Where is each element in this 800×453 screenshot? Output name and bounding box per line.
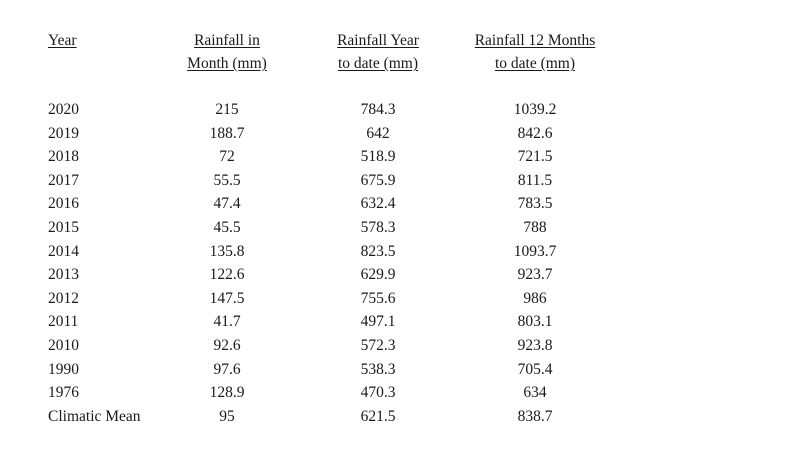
cell-rainfall-12m: 923.8: [517, 336, 553, 354]
cell-year: 2014: [48, 242, 79, 260]
table-row: 2010 92.6 572.3 923.8: [0, 334, 800, 358]
cell-rainfall-ytd: 823.5: [360, 242, 396, 260]
table-row: 2016 47.4 632.4 783.5: [0, 192, 800, 216]
cell-rainfall-12m: 721.5: [517, 148, 553, 166]
cell-rainfall-month: 92.6: [213, 336, 241, 354]
cell-rainfall-ytd: 632.4: [360, 195, 396, 213]
cell-rainfall-ytd: 470.3: [360, 384, 396, 402]
cell-rainfall-12m: 803.1: [517, 313, 553, 331]
cell-year: 2018: [48, 148, 79, 166]
cell-rainfall-ytd: 621.5: [360, 407, 396, 425]
cell-rainfall-12m: 986: [523, 289, 547, 307]
header-rainfall-12m-line1: Rainfall 12 Months: [474, 32, 596, 49]
cell-year: 1990: [48, 360, 79, 378]
table-row: 2013 122.6 629.9 923.7: [0, 263, 800, 287]
cell-year: 2015: [48, 218, 79, 236]
table-row: 2015 45.5 578.3 788: [0, 216, 800, 240]
table-row: 2020 215 784.3 1039.2: [0, 98, 800, 122]
cell-year: 2019: [48, 124, 79, 142]
cell-rainfall-12m: 842.6: [517, 124, 553, 142]
cell-rainfall-12m: 788: [523, 218, 547, 236]
cell-year: 2011: [48, 313, 79, 331]
table-row: Climatic Mean 95 621.5 838.7: [0, 405, 800, 429]
header-rainfall-year-to-date: Rainfall Year to date (mm): [318, 29, 438, 75]
cell-year: 2010: [48, 336, 79, 354]
cell-year: 2020: [48, 101, 79, 118]
table-row: 2018 72 518.9 721.5: [0, 145, 800, 169]
cell-rainfall-month: 135.8: [209, 242, 245, 260]
table-row: 2019 188.7 642 842.6: [0, 122, 800, 146]
cell-year: Climatic Mean: [48, 407, 141, 425]
table-row: 2011 41.7 497.1 803.1: [0, 310, 800, 334]
cell-rainfall-month: 215: [215, 101, 239, 118]
table-row: 2014 135.8 823.5 1093.7: [0, 240, 800, 264]
cell-rainfall-month: 128.9: [209, 384, 245, 402]
cell-rainfall-12m: 1039.2: [513, 101, 557, 118]
table-row: 1990 97.6 538.3 705.4: [0, 358, 800, 382]
cell-year: 2013: [48, 266, 79, 284]
cell-rainfall-12m: 923.7: [517, 266, 553, 284]
cell-year: 2017: [48, 171, 79, 189]
cell-rainfall-ytd: 578.3: [360, 218, 396, 236]
cell-rainfall-month: 47.4: [213, 195, 241, 213]
cell-rainfall-ytd: 497.1: [360, 313, 396, 331]
cell-rainfall-month: 55.5: [213, 171, 241, 189]
cell-rainfall-12m: 783.5: [517, 195, 553, 213]
cell-rainfall-ytd: 518.9: [360, 148, 396, 166]
cell-rainfall-ytd: 572.3: [360, 336, 396, 354]
cell-rainfall-month: 45.5: [213, 218, 241, 236]
cell-rainfall-ytd: 538.3: [360, 360, 396, 378]
cell-rainfall-month: 122.6: [209, 266, 245, 284]
header-rainfall-month-line1: Rainfall in: [194, 32, 260, 49]
header-rainfall-month: Rainfall in Month (mm): [167, 29, 287, 75]
cell-year: 2016: [48, 195, 79, 213]
table-row: 2017 55.5 675.9 811.5: [0, 169, 800, 193]
cell-rainfall-ytd: 755.6: [360, 289, 396, 307]
cell-rainfall-12m: 705.4: [517, 360, 553, 378]
header-year: Year: [48, 29, 77, 52]
header-year-label: Year: [48, 32, 77, 49]
cell-rainfall-month: 41.7: [213, 313, 241, 331]
header-rainfall-12m-line2: to date (mm): [494, 55, 576, 72]
cell-rainfall-ytd: 784.3: [360, 101, 396, 118]
cell-rainfall-12m: 634: [523, 384, 547, 402]
cell-rainfall-month: 95: [219, 407, 235, 425]
cell-rainfall-ytd: 629.9: [360, 266, 396, 284]
cell-rainfall-month: 72: [219, 148, 235, 166]
header-rainfall-month-line2: Month (mm): [187, 55, 267, 72]
cell-rainfall-12m: 838.7: [517, 407, 553, 425]
header-rainfall-12-months: Rainfall 12 Months to date (mm): [455, 29, 615, 75]
cell-rainfall-12m: 811.5: [517, 171, 553, 189]
cell-rainfall-ytd: 675.9: [360, 171, 396, 189]
table-row: 2012 147.5 755.6 986: [0, 287, 800, 311]
cell-year: 2012: [48, 289, 79, 307]
table-row: 1976 128.9 470.3 634: [0, 381, 800, 405]
table-body: 2020 215 784.3 1039.2 2019 188.7 642 842.6 2018 7…: [0, 98, 800, 428]
cell-rainfall-month: 147.5: [209, 289, 245, 307]
cell-rainfall-month: 97.6: [213, 360, 241, 378]
header-rainfall-ytd-line2: to date (mm): [337, 55, 419, 72]
header-rainfall-ytd-line1: Rainfall Year: [337, 32, 419, 49]
cell-year: 1976: [48, 384, 79, 402]
cell-rainfall-ytd: 642: [366, 124, 390, 142]
cell-rainfall-12m: 1093.7: [513, 242, 557, 260]
cell-rainfall-month: 188.7: [209, 124, 245, 142]
